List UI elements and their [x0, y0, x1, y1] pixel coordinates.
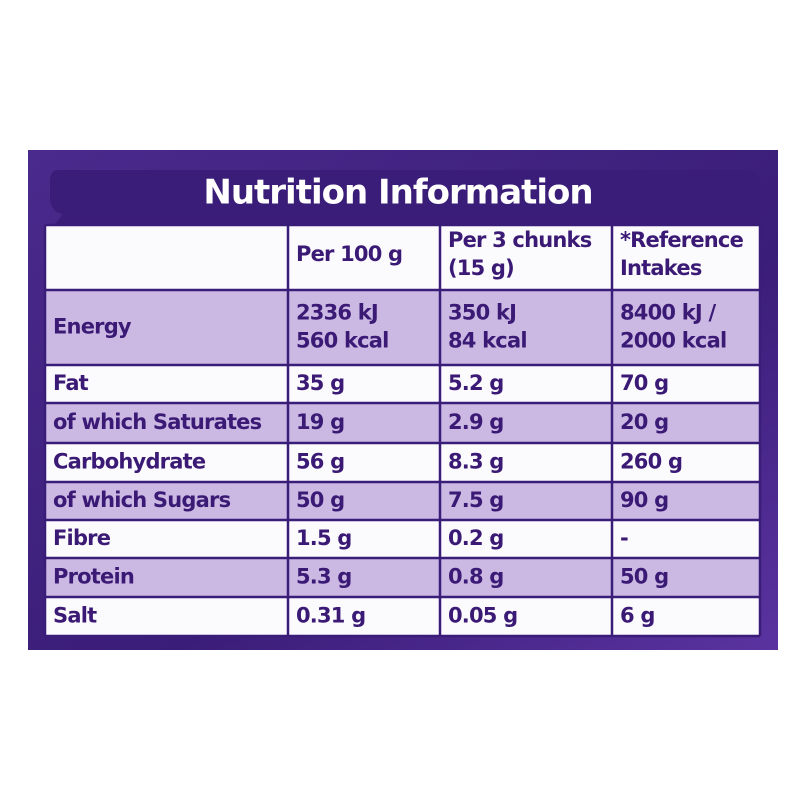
cell-text: 2000 kcal	[620, 329, 726, 353]
cell-text: 560 kcal	[296, 329, 389, 353]
cell-text: Carbohydrate	[53, 450, 206, 474]
column-header: Per 3 chunks	[448, 228, 592, 252]
cell-text: 0.2 g	[448, 526, 504, 550]
column-header: Intakes	[620, 256, 702, 280]
nutrition-table: Per 100 g Per 3 chunks (15 g) *Reference Int…	[43, 223, 762, 638]
cell-text: 5.3 g	[296, 565, 352, 589]
row-background	[45, 290, 760, 365]
cell-text: 50 g	[296, 488, 344, 512]
row-background	[45, 443, 760, 482]
cell-text: 2.9 g	[448, 410, 504, 434]
cell-text: Fat	[53, 371, 89, 395]
title: Nutrition Information	[203, 173, 592, 213]
cell-text: Salt	[53, 604, 97, 628]
cell-text: 35 g	[296, 371, 344, 395]
cell-text: 0.8 g	[448, 565, 504, 589]
cell-text: 70 g	[620, 371, 668, 395]
row-background	[45, 482, 760, 520]
cell-text: Energy	[53, 315, 132, 339]
cell-text: 5.2 g	[448, 371, 504, 395]
column-header: *Reference	[620, 228, 744, 252]
row-background	[45, 403, 760, 443]
cell-text: 8.3 g	[448, 450, 504, 474]
cell-text: 350 kJ	[448, 301, 516, 325]
cell-text: Protein	[53, 565, 134, 589]
cell-text: 50 g	[620, 565, 668, 589]
row-background	[45, 365, 760, 403]
cell-text: -	[620, 526, 628, 550]
column-header: (15 g)	[448, 256, 514, 280]
cell-text: 90 g	[620, 488, 668, 512]
row-background	[45, 597, 760, 636]
row-background	[45, 558, 760, 597]
cell-text: of which Sugars	[53, 488, 231, 512]
column-header: Per 100 g	[296, 242, 402, 266]
cell-text: 260 g	[620, 450, 682, 474]
cell-text: of which Saturates	[53, 410, 262, 434]
cell-text: 0.31 g	[296, 604, 365, 628]
cell-text: 2336 kJ	[296, 301, 378, 325]
cell-text: 7.5 g	[448, 488, 504, 512]
row-background	[45, 520, 760, 558]
cell-text: Fibre	[53, 526, 111, 550]
cell-text: 8400 kJ /	[620, 301, 716, 325]
cell-text: 6 g	[620, 604, 655, 628]
cell-text: 20 g	[620, 410, 668, 434]
cell-text: 84 kcal	[448, 329, 527, 353]
cell-text: 0.05 g	[448, 604, 517, 628]
cell-text: 1.5 g	[296, 526, 352, 550]
cell-text: 19 g	[296, 410, 344, 434]
cell-text: 56 g	[296, 450, 344, 474]
row-background	[45, 225, 760, 290]
